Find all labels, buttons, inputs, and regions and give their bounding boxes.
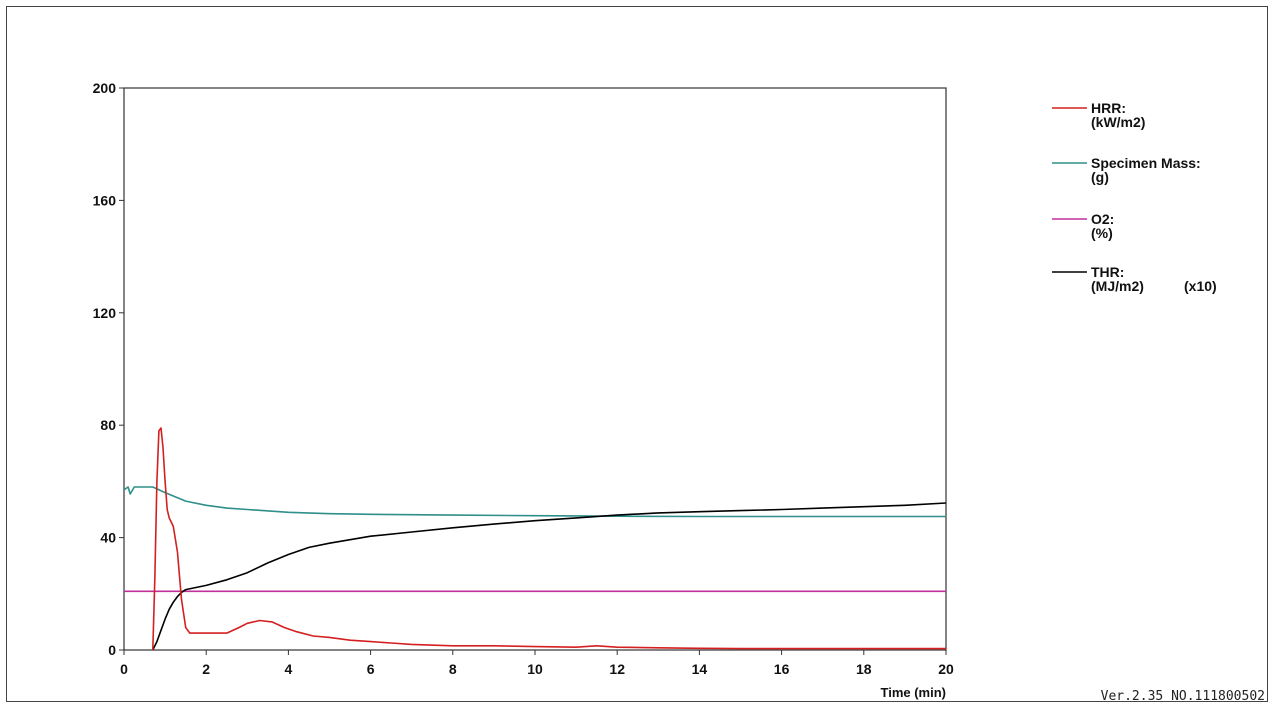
legend-unit-thr: (MJ/m2) bbox=[1091, 278, 1144, 294]
series-line-thr bbox=[152, 502, 947, 651]
version-annotation: Ver.2.35 NO.111800502 bbox=[1101, 689, 1265, 703]
x-axis: 0 2 4 6 8 10 12 14 16 18 20 bbox=[120, 650, 954, 677]
x-tick-label: 0 bbox=[120, 661, 128, 677]
x-tick-label: 10 bbox=[527, 661, 543, 677]
legend-multiplier-thr: (x10) bbox=[1184, 278, 1217, 294]
x-tick-label: 2 bbox=[202, 661, 210, 677]
y-tick-label: 40 bbox=[100, 530, 116, 546]
x-tick-label: 14 bbox=[692, 661, 708, 677]
x-axis-label: Time (min) bbox=[881, 685, 947, 700]
legend-unit-hrr: (kW/m2) bbox=[1091, 114, 1145, 130]
x-tick-label: 4 bbox=[285, 661, 293, 677]
y-tick-label: 200 bbox=[93, 80, 117, 96]
chart-frame: 0 40 80 120 160 200 0 2 4 6 8 10 12 14 16 18 20 Time (m… bbox=[6, 6, 1268, 703]
legend-name-thr: THR: bbox=[1091, 264, 1124, 280]
legend-name-hrr: HRR: bbox=[1091, 100, 1126, 116]
y-tick-label: 0 bbox=[108, 642, 116, 658]
legend-name-o2: O2: bbox=[1091, 211, 1114, 227]
chart: 0 40 80 120 160 200 0 2 4 6 8 10 12 14 16 18 20 Time (m… bbox=[93, 80, 1265, 703]
y-tick-label: 80 bbox=[100, 417, 116, 433]
series-layer bbox=[123, 427, 947, 651]
legend-unit-specimen-mass: (g) bbox=[1091, 169, 1109, 185]
y-tick-label: 120 bbox=[93, 305, 117, 321]
x-tick-label: 6 bbox=[367, 661, 375, 677]
y-tick-label: 160 bbox=[93, 192, 117, 208]
x-tick-label: 8 bbox=[449, 661, 457, 677]
x-tick-label: 16 bbox=[774, 661, 790, 677]
legend-name-specimen-mass: Specimen Mass: bbox=[1091, 155, 1201, 171]
series-line-hrr bbox=[152, 427, 946, 651]
plot-border bbox=[123, 87, 947, 651]
x-tick-label: 20 bbox=[938, 661, 954, 677]
x-tick-label: 12 bbox=[609, 661, 625, 677]
plot-area bbox=[123, 87, 947, 651]
series-line-specimen-mass bbox=[123, 486, 946, 518]
legend: HRR:(kW/m2) Specimen Mass:(g) O2:(%) THR:(M… bbox=[1052, 100, 1217, 294]
legend-unit-o2: (%) bbox=[1091, 225, 1113, 241]
y-axis: 0 40 80 120 160 200 bbox=[93, 80, 124, 658]
x-tick-label: 18 bbox=[856, 661, 872, 677]
